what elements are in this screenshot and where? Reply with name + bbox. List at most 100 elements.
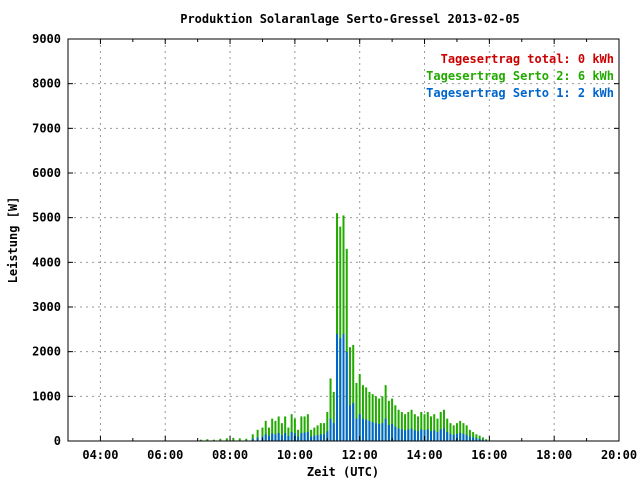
bar	[290, 414, 293, 441]
bar	[459, 420, 462, 441]
bar	[267, 427, 270, 441]
bar	[404, 430, 407, 441]
bar	[371, 394, 374, 441]
bar	[481, 439, 484, 441]
bar	[426, 411, 429, 441]
chart-title: Produktion Solaranlage Serto-Gressel 201…	[180, 12, 520, 26]
bar	[439, 429, 442, 441]
bar	[423, 430, 426, 441]
bar	[264, 434, 267, 441]
bar	[446, 418, 449, 441]
bar	[468, 436, 471, 441]
bar	[446, 432, 449, 441]
bar	[384, 385, 387, 441]
bar	[310, 429, 313, 441]
bar	[413, 430, 416, 441]
bar-marks	[199, 213, 488, 441]
bar	[381, 396, 384, 441]
legend: Tagesertrag total: 0 kWh Tagesertrag Sert…	[426, 52, 614, 100]
bar	[400, 429, 403, 441]
bar	[245, 438, 248, 441]
legend-entry: Tagesertrag Serto 2: 6 kWh	[426, 69, 614, 83]
bar	[332, 391, 335, 441]
bar	[355, 418, 358, 441]
bar	[256, 437, 259, 441]
y-tick-label: 1000	[32, 389, 61, 403]
bar	[271, 433, 274, 441]
bar	[478, 438, 481, 441]
bar	[371, 422, 374, 441]
bar	[384, 418, 387, 441]
bar	[387, 424, 390, 441]
bar	[261, 427, 264, 441]
bar	[391, 424, 394, 441]
bar	[397, 409, 400, 441]
bar	[267, 435, 270, 441]
bar	[452, 434, 455, 441]
bar	[368, 420, 371, 441]
y-tick-label: 4000	[32, 255, 61, 269]
bar	[352, 403, 355, 441]
bar	[287, 436, 290, 441]
bar	[417, 416, 420, 441]
bar	[468, 429, 471, 441]
bar	[459, 432, 462, 441]
bar	[439, 411, 442, 441]
bar	[313, 427, 316, 441]
bar	[394, 426, 397, 441]
bar	[394, 405, 397, 441]
bar	[462, 433, 465, 441]
bar	[397, 428, 400, 441]
bar	[329, 378, 332, 441]
bar	[365, 419, 368, 441]
bar	[290, 432, 293, 441]
bar	[280, 435, 283, 441]
bar	[355, 382, 358, 441]
bar	[420, 411, 423, 441]
y-tick-label: 7000	[32, 121, 61, 135]
bar	[319, 434, 322, 441]
bar	[478, 435, 481, 441]
y-axis-label: Leistung [W]	[6, 197, 20, 284]
bar	[274, 420, 277, 441]
bar	[462, 423, 465, 441]
bar	[345, 248, 348, 441]
bar	[381, 423, 384, 441]
bar	[297, 429, 300, 441]
bar	[485, 439, 488, 441]
bar	[323, 434, 326, 441]
bar	[423, 414, 426, 441]
bar	[297, 436, 300, 441]
bar	[219, 438, 222, 441]
bar	[361, 418, 364, 441]
bar	[436, 418, 439, 441]
x-tick-label: 08:00	[212, 448, 248, 462]
bar	[449, 433, 452, 441]
bar	[277, 416, 280, 441]
bar	[326, 431, 329, 441]
bar	[336, 213, 339, 441]
bar	[465, 425, 468, 441]
bar	[472, 432, 475, 441]
bar	[374, 396, 377, 441]
bar	[455, 423, 458, 441]
bar	[420, 429, 423, 441]
bar	[300, 432, 303, 441]
bar	[413, 414, 416, 441]
bar	[342, 215, 345, 441]
bar	[251, 434, 254, 441]
bar	[332, 423, 335, 441]
y-tick-label: 2000	[32, 345, 61, 359]
bar	[449, 423, 452, 441]
y-tick-label: 8000	[32, 77, 61, 91]
bar	[284, 416, 287, 441]
bar	[280, 423, 283, 441]
bar	[475, 434, 478, 441]
bar	[433, 414, 436, 441]
y-tick-label: 3000	[32, 300, 61, 314]
bar	[465, 434, 468, 441]
bar	[277, 432, 280, 441]
bar	[251, 438, 254, 441]
bar	[430, 416, 433, 441]
